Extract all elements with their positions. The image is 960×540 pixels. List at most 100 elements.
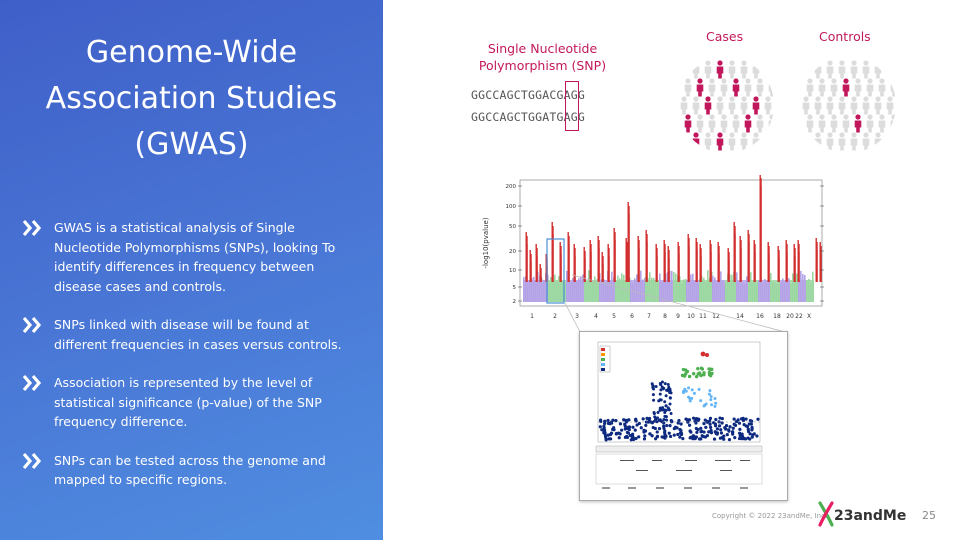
significant-snp xyxy=(608,256,610,282)
significant-snp xyxy=(590,252,592,282)
snp-column xyxy=(588,270,590,302)
snp-column xyxy=(554,274,556,302)
snp-column xyxy=(802,273,804,302)
person-icon xyxy=(692,96,700,115)
snp-column xyxy=(673,271,675,302)
snp-point xyxy=(713,404,717,408)
snp-point xyxy=(603,421,607,426)
chevron-double-icon xyxy=(22,316,42,334)
person-icon xyxy=(838,60,846,79)
snp-title: Single Nucleotide Polymorphism (SNP) xyxy=(470,40,615,74)
snp-column xyxy=(649,272,651,302)
snp-column xyxy=(594,276,596,302)
controls-people-icon xyxy=(802,60,896,151)
significant-snp xyxy=(559,258,561,282)
regional-association-plot xyxy=(579,331,788,501)
snp-column xyxy=(621,273,623,302)
snp-point xyxy=(708,416,713,420)
snp-column xyxy=(529,280,531,302)
gene-track-header xyxy=(595,445,763,453)
snp-point xyxy=(677,418,681,423)
significant-snp xyxy=(552,234,554,282)
snp-point xyxy=(631,436,635,440)
snp-point xyxy=(737,431,742,435)
person-icon xyxy=(814,132,822,151)
snp-point xyxy=(679,422,683,426)
snp-point xyxy=(691,416,696,420)
snp-point xyxy=(604,438,608,442)
significant-snp xyxy=(699,260,701,282)
y-axis-label: -log10(pvalue) xyxy=(482,217,490,268)
snp-point xyxy=(731,432,735,436)
snp-column xyxy=(611,271,613,302)
person-icon xyxy=(886,96,894,115)
snp-column xyxy=(578,278,580,302)
snp-point xyxy=(663,400,667,404)
x-tick-label: 2 xyxy=(553,313,557,320)
snp-point xyxy=(665,423,669,428)
significant-snp xyxy=(526,244,528,282)
snp-point xyxy=(614,419,618,423)
y-ticks: 200 100 50 20 10 5 2 xyxy=(506,184,824,305)
x-tick-label: 18 xyxy=(773,313,781,320)
snp-point xyxy=(607,437,611,441)
snp-point xyxy=(714,424,718,428)
snp-column xyxy=(586,281,588,302)
significant-snp xyxy=(583,263,585,282)
significant-snp xyxy=(540,268,542,282)
snp-column xyxy=(525,276,527,302)
snp-point xyxy=(664,394,668,398)
snp-point xyxy=(609,431,614,435)
snp-column xyxy=(798,279,800,302)
snp-column xyxy=(694,280,696,302)
x-tick-label: 14 xyxy=(736,313,744,320)
snp-point xyxy=(643,429,648,433)
snp-point xyxy=(660,408,664,412)
snp-point xyxy=(658,418,662,422)
bullet-item: SNPs can be tested across the genome and… xyxy=(22,451,362,490)
snp-point xyxy=(618,422,623,426)
snp-title-line-1: Single Nucleotide xyxy=(487,41,598,56)
snp-point xyxy=(652,412,656,416)
snp-column xyxy=(748,272,750,302)
snp-point xyxy=(692,391,696,395)
snp-column xyxy=(736,272,738,302)
snp-title-line-2: Polymorphism (SNP) xyxy=(478,58,607,73)
snp-point xyxy=(709,425,713,429)
snp-column xyxy=(720,271,722,302)
snp-point xyxy=(743,437,748,441)
snp-point xyxy=(658,392,662,396)
snp-point xyxy=(663,414,667,418)
snp-point xyxy=(708,389,712,393)
dna-sequence-1: GGCCAGCTGGACGAGG xyxy=(471,88,585,102)
snp-column xyxy=(712,275,714,302)
x-tick-label: X xyxy=(807,313,811,320)
person-icon xyxy=(806,78,814,97)
significant-snp xyxy=(613,244,615,282)
snp-point xyxy=(672,433,676,437)
snp-point xyxy=(684,368,688,372)
snp-point xyxy=(732,417,736,421)
snp-column xyxy=(647,277,649,302)
snp-point xyxy=(653,437,658,441)
lead-snp-point xyxy=(705,353,709,357)
snp-column xyxy=(558,276,560,302)
snp-point xyxy=(660,385,664,389)
person-icon xyxy=(768,78,774,97)
snp-column xyxy=(735,280,737,302)
snp-column xyxy=(645,277,647,302)
snp-column xyxy=(619,278,621,302)
snp-column xyxy=(603,279,605,302)
person-icon xyxy=(850,96,858,115)
significant-snp xyxy=(677,258,679,282)
snp-point xyxy=(666,383,670,387)
x-tick-label: 16 xyxy=(756,313,764,320)
snp-point xyxy=(662,426,666,430)
snp-point xyxy=(709,395,713,399)
significant-snp xyxy=(798,252,800,282)
y-tick-label: 10 xyxy=(509,268,516,274)
significant-snp xyxy=(695,254,697,282)
snp-column xyxy=(744,283,746,302)
snp-point xyxy=(660,435,664,439)
snp-column xyxy=(659,273,661,302)
